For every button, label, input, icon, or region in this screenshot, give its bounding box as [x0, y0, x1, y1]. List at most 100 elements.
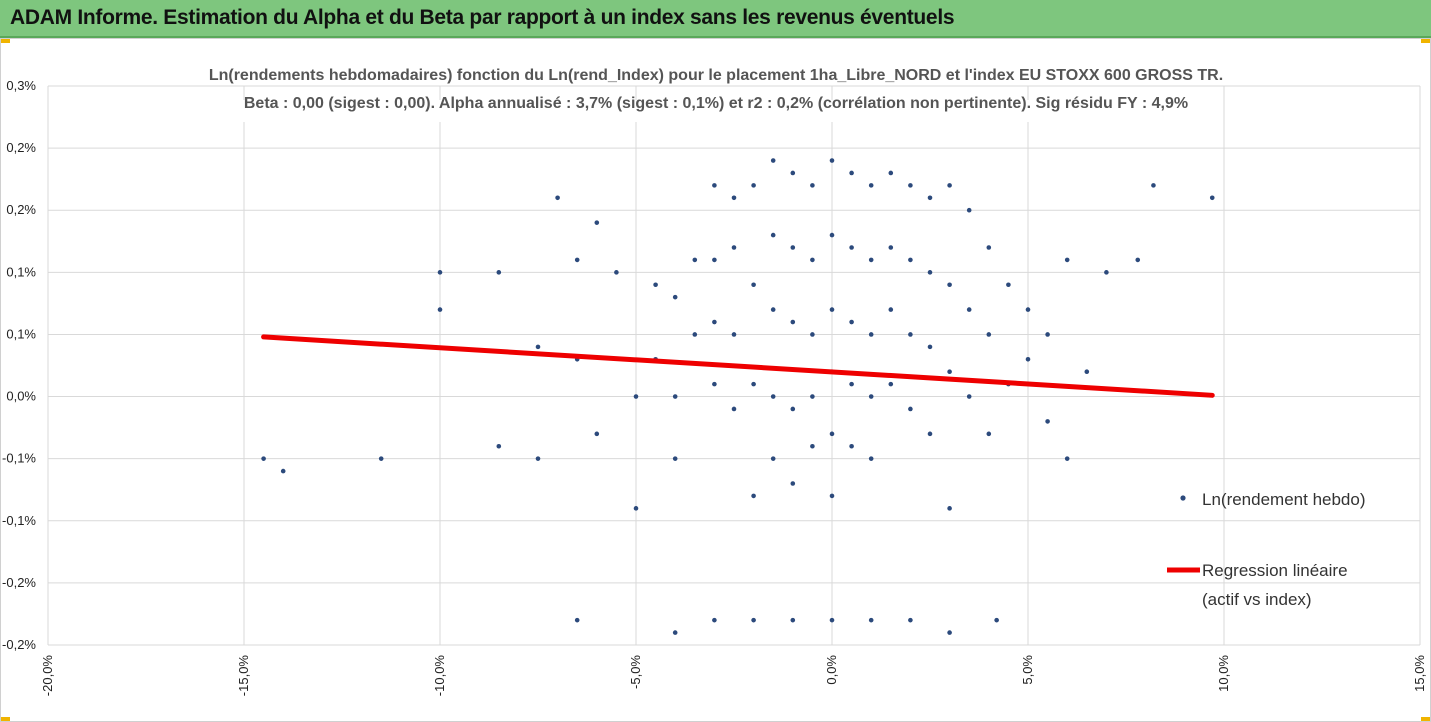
scatter-point [927, 270, 933, 275]
scatter-point [1006, 282, 1011, 288]
scatter-point [574, 617, 580, 623]
scatter-point [1064, 456, 1070, 461]
scatter-point [280, 468, 286, 474]
scatter-point [1045, 332, 1050, 337]
scatter-point [1104, 270, 1109, 275]
scatter-point [574, 257, 580, 263]
scatter-point [594, 220, 600, 225]
scatter-point [947, 630, 952, 635]
corner-marker-top-left [0, 38, 10, 43]
legend-scatter-label: Ln(rendement hebdo) [1202, 490, 1366, 509]
scatter-point [751, 493, 756, 499]
scatter-point [712, 617, 717, 623]
legend-line-label-1: Regression linéaire [1202, 561, 1348, 580]
scatter-point [829, 307, 835, 312]
scatter-point [555, 195, 560, 201]
title-background [226, 100, 1206, 122]
scatter-point [947, 506, 952, 511]
y-tick-label: 0,1% [6, 326, 36, 341]
scatter-point [908, 257, 913, 263]
scatter-point [751, 183, 756, 188]
scatter-point [829, 158, 835, 163]
scatter-point [927, 195, 933, 201]
legend: Ln(rendement hebdo) Regression linéaire … [1167, 490, 1366, 609]
scatter-point [810, 332, 815, 337]
scatter-point [868, 617, 874, 623]
chart-grid [47, 85, 1421, 646]
x-tick-label: 15,0% [1412, 655, 1427, 692]
corner-marker-bottom-right [1421, 717, 1431, 722]
scatter-point [672, 294, 678, 300]
y-tick-label: -0,2% [2, 637, 36, 652]
y-tick-label: 0,2% [6, 202, 36, 217]
scatter-point [692, 257, 698, 263]
scatter-point [908, 617, 913, 623]
scatter-point [1064, 257, 1070, 263]
y-tick-label: 0,3% [6, 78, 36, 93]
scatter-point [672, 394, 678, 399]
scatter-point [810, 183, 815, 188]
scatter-point [712, 319, 717, 325]
scatter-point [966, 207, 972, 213]
chart-title-line-1: Ln(rendements hebdomadaires) fonction du… [209, 67, 1223, 84]
scatter-point [437, 307, 443, 312]
y-tick-label: 0,1% [6, 264, 36, 279]
scatter-point [437, 270, 443, 275]
scatter-point [770, 232, 776, 238]
scatter-point [868, 456, 874, 461]
scatter-point [731, 332, 737, 337]
scatter-point [731, 245, 737, 250]
scatter-point [653, 282, 658, 288]
scatter-point [810, 394, 815, 399]
scatter-point [868, 183, 874, 188]
scatter-point [888, 307, 894, 312]
scatter-point [751, 617, 756, 623]
scatter-point [1209, 195, 1215, 201]
corner-marker-top-right [1421, 38, 1431, 43]
regression-line-group [261, 334, 1215, 398]
scatter-point [810, 257, 815, 263]
x-tick-label: -20,0% [40, 655, 55, 697]
scatter-point [986, 332, 992, 337]
scatter-point [986, 245, 992, 250]
scatter-point [849, 170, 854, 176]
scatter-point [496, 443, 502, 449]
scatter-point [810, 443, 815, 449]
scatter-point [770, 394, 776, 399]
scatter-point [829, 617, 835, 623]
x-axis-ticks: -20,0% -15,0% -10,0% -5,0% 0,0% 5,0% 10,0% 15,0… [40, 655, 1427, 697]
report-title: ADAM Informe. Estimation du Alpha et du … [10, 6, 955, 29]
scatter-point [1025, 356, 1031, 362]
scatter-point [535, 456, 541, 461]
scatter-point [947, 282, 952, 288]
scatter-point [849, 319, 854, 325]
scatter-point [1151, 183, 1156, 188]
y-tick-label: 0,0% [6, 389, 36, 404]
x-tick-label: -15,0% [236, 655, 251, 697]
scatter-point [966, 394, 972, 399]
scatter-point [731, 406, 737, 412]
scatter-point [888, 170, 894, 176]
x-tick-label: -10,0% [432, 655, 447, 697]
scatter-point [790, 617, 796, 623]
scatter-point [908, 332, 913, 337]
scatter-point [947, 369, 952, 375]
scatter-point [692, 332, 698, 337]
scatter-point [261, 456, 266, 461]
y-tick-label: -0,1% [2, 451, 36, 466]
scatter-point [751, 282, 756, 288]
scatter-point [829, 232, 835, 238]
scatter-point [1045, 419, 1050, 424]
scatter-point [614, 270, 619, 275]
y-tick-label: -0,1% [2, 513, 36, 528]
scatter-point [888, 381, 894, 387]
scatter-point [633, 506, 639, 511]
scatter-point [712, 183, 717, 188]
scatter-point [712, 257, 717, 263]
x-tick-label: 10,0% [1216, 655, 1231, 692]
scatter-point [868, 394, 874, 399]
scatter-point [849, 381, 854, 387]
scatter-points [261, 158, 1215, 635]
legend-line-label-2: (actif vs index) [1202, 590, 1312, 609]
scatter-point [790, 406, 796, 412]
